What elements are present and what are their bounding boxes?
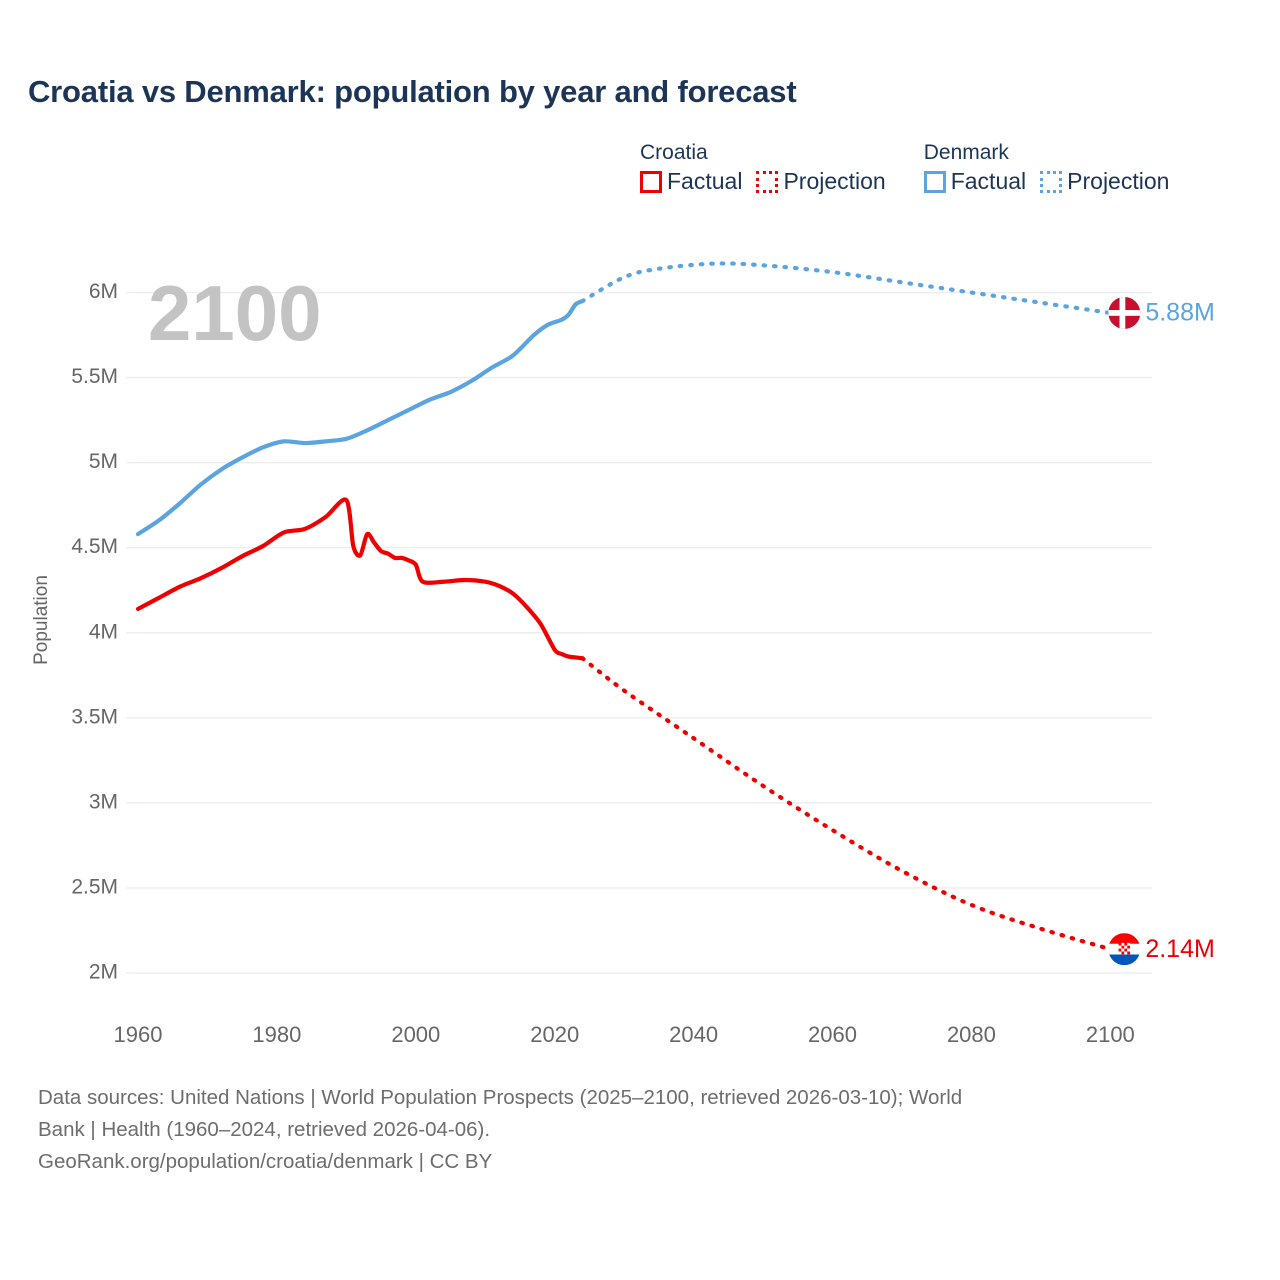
chart-legend: Croatia Factual Projection Denmark Factu… <box>640 142 1169 193</box>
legend-label-denmark-projection: Projection <box>1067 168 1170 194</box>
y-axis-tick-labels: 2M 2.5M 3M 3.5M 4M 4.5M 5M 5.5M 6M <box>71 280 118 983</box>
footer-line-2: Bank | Health (1960–2024, retrieved 2026… <box>38 1118 491 1141</box>
legend-swatch-solid-icon <box>640 170 662 193</box>
endpoint-markers: 5.88M 2.14M <box>1108 296 1215 966</box>
endpoint-value-denmark: 5.88M <box>1145 299 1214 327</box>
x-tick-label: 2100 <box>1086 1022 1135 1047</box>
series-lines <box>135 261 1113 952</box>
denmark-flag-icon <box>1108 296 1141 329</box>
x-axis-tick-labels: 1960 1980 2000 2020 2040 2060 2080 2100 <box>114 1022 1135 1047</box>
series-line-croatia-projection <box>580 656 1113 952</box>
y-tick-label: 4.5M <box>71 535 118 558</box>
legend-group-title-croatia: Croatia <box>640 141 708 164</box>
y-tick-label: 4M <box>89 620 118 643</box>
y-tick-label: 3M <box>89 790 118 813</box>
footer-notes: Data sources: United Nations | World Pop… <box>38 1082 1238 1178</box>
endpoint-value-croatia: 2.14M <box>1145 935 1214 963</box>
legend-group-denmark: Denmark Factual Projection <box>923 141 1169 194</box>
x-tick-label: 2080 <box>947 1022 996 1047</box>
legend-swatch-dotted-icon <box>1040 170 1063 193</box>
x-tick-label: 2040 <box>669 1022 718 1047</box>
x-tick-label: 2000 <box>391 1022 440 1047</box>
footer-line-3: GeoRank.org/population/croatia/denmark |… <box>38 1150 493 1173</box>
legend-item-croatia-factual[interactable]: Factual <box>640 170 742 193</box>
y-tick-label: 2M <box>89 961 118 984</box>
legend-label-croatia-factual: Factual <box>667 168 743 194</box>
croatia-flag-icon <box>1108 933 1141 966</box>
legend-label-croatia-projection: Projection <box>783 168 886 194</box>
legend-item-denmark-factual[interactable]: Factual <box>923 168 1027 194</box>
legend-item-croatia-projection[interactable]: Projection <box>756 168 886 194</box>
x-tick-label: 1960 <box>114 1022 163 1047</box>
y-tick-label: 6M <box>89 280 118 303</box>
y-tick-label: 2.5M <box>71 875 118 898</box>
x-tick-label: 1980 <box>252 1022 301 1047</box>
series-line-denmark-factual <box>135 298 585 537</box>
y-axis-title: Population <box>31 575 52 665</box>
series-line-denmark-projection <box>580 261 1113 316</box>
legend-group-croatia: Croatia Factual Projection <box>640 142 886 193</box>
legend-item-denmark-projection[interactable]: Projection <box>1040 170 1169 193</box>
legend-swatch-dotted-icon <box>756 170 779 193</box>
x-tick-label: 2060 <box>808 1022 857 1047</box>
x-tick-label: 2020 <box>530 1022 579 1047</box>
year-watermark: 2100 <box>148 269 322 357</box>
gridlines <box>126 291 1152 974</box>
page-title: Croatia vs Denmark: population by year a… <box>28 74 797 109</box>
series-line-croatia-factual <box>135 497 585 661</box>
legend-group-title-denmark: Denmark <box>923 141 1009 164</box>
footer-line-1: Data sources: United Nations | World Pop… <box>38 1086 963 1109</box>
legend-label-denmark-factual: Factual <box>950 168 1027 194</box>
y-tick-label: 5.5M <box>71 365 118 388</box>
y-tick-label: 3.5M <box>71 705 118 728</box>
legend-swatch-solid-icon <box>923 170 946 193</box>
y-tick-label: 5M <box>89 450 118 473</box>
